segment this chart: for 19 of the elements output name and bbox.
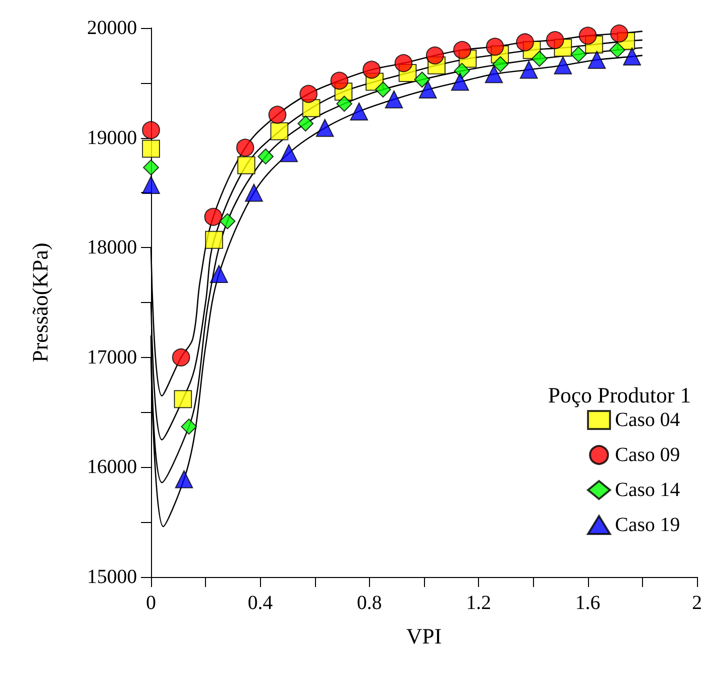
x-axis-title: VPI bbox=[406, 624, 442, 648]
y-axis-title: Pressão(KPa) bbox=[28, 242, 52, 362]
x-tick-label: 0.4 bbox=[248, 592, 273, 614]
y-tick-label: 15000 bbox=[87, 566, 137, 588]
legend-title: Poço Produtor 1 bbox=[548, 382, 691, 408]
x-tick-label: 1.2 bbox=[466, 592, 492, 614]
legend-label: Caso 04 bbox=[615, 409, 680, 431]
y-tick-label: 18000 bbox=[87, 236, 137, 259]
x-tick-label: 2 bbox=[692, 592, 702, 614]
y-tick-label: 17000 bbox=[87, 346, 137, 368]
legend-label: Caso 09 bbox=[615, 444, 680, 466]
legend-label: Caso 19 bbox=[615, 514, 680, 536]
x-tick-label: 0.8 bbox=[356, 592, 382, 614]
x-tick-label: 1.6 bbox=[575, 592, 600, 614]
y-tick-label: 20000 bbox=[87, 17, 137, 39]
y-tick-label: 16000 bbox=[87, 456, 137, 478]
legend-label: Caso 14 bbox=[615, 479, 680, 501]
x-tick-label: 0 bbox=[146, 592, 156, 614]
y-tick-label: 19000 bbox=[87, 126, 137, 149]
